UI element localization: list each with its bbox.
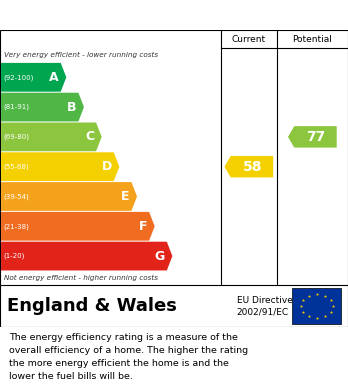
Polygon shape	[1, 63, 66, 91]
Text: G: G	[155, 249, 165, 263]
Text: (39-54): (39-54)	[4, 193, 30, 200]
Text: EU Directive
2002/91/EC: EU Directive 2002/91/EC	[237, 296, 293, 316]
Text: 77: 77	[306, 130, 325, 144]
Text: F: F	[139, 220, 147, 233]
Text: (81-91): (81-91)	[4, 104, 30, 110]
Text: The energy efficiency rating is a measure of the
overall efficiency of a home. T: The energy efficiency rating is a measur…	[9, 334, 248, 381]
Text: Not energy efficient - higher running costs: Not energy efficient - higher running co…	[4, 275, 158, 281]
Text: D: D	[102, 160, 112, 173]
Text: (92-100): (92-100)	[4, 74, 34, 81]
Text: (55-68): (55-68)	[4, 163, 30, 170]
Text: B: B	[67, 100, 77, 113]
Text: Current: Current	[232, 35, 266, 44]
Text: E: E	[121, 190, 130, 203]
Text: A: A	[49, 71, 59, 84]
Polygon shape	[288, 126, 337, 148]
Text: Very energy efficient - lower running costs: Very energy efficient - lower running co…	[4, 52, 158, 58]
Polygon shape	[1, 122, 102, 151]
Polygon shape	[1, 182, 137, 211]
Polygon shape	[1, 152, 119, 181]
Text: 58: 58	[243, 160, 262, 174]
Text: Energy Efficiency Rating: Energy Efficiency Rating	[9, 8, 211, 23]
Bar	[292, 288, 341, 324]
Polygon shape	[224, 156, 273, 178]
Polygon shape	[1, 242, 172, 271]
Text: (69-80): (69-80)	[4, 134, 30, 140]
Text: (21-38): (21-38)	[4, 223, 30, 230]
Text: England & Wales: England & Wales	[7, 297, 177, 315]
Text: (1-20): (1-20)	[4, 253, 25, 259]
Text: C: C	[85, 130, 94, 143]
Polygon shape	[1, 93, 84, 122]
Text: Potential: Potential	[292, 35, 332, 44]
Polygon shape	[1, 212, 155, 241]
